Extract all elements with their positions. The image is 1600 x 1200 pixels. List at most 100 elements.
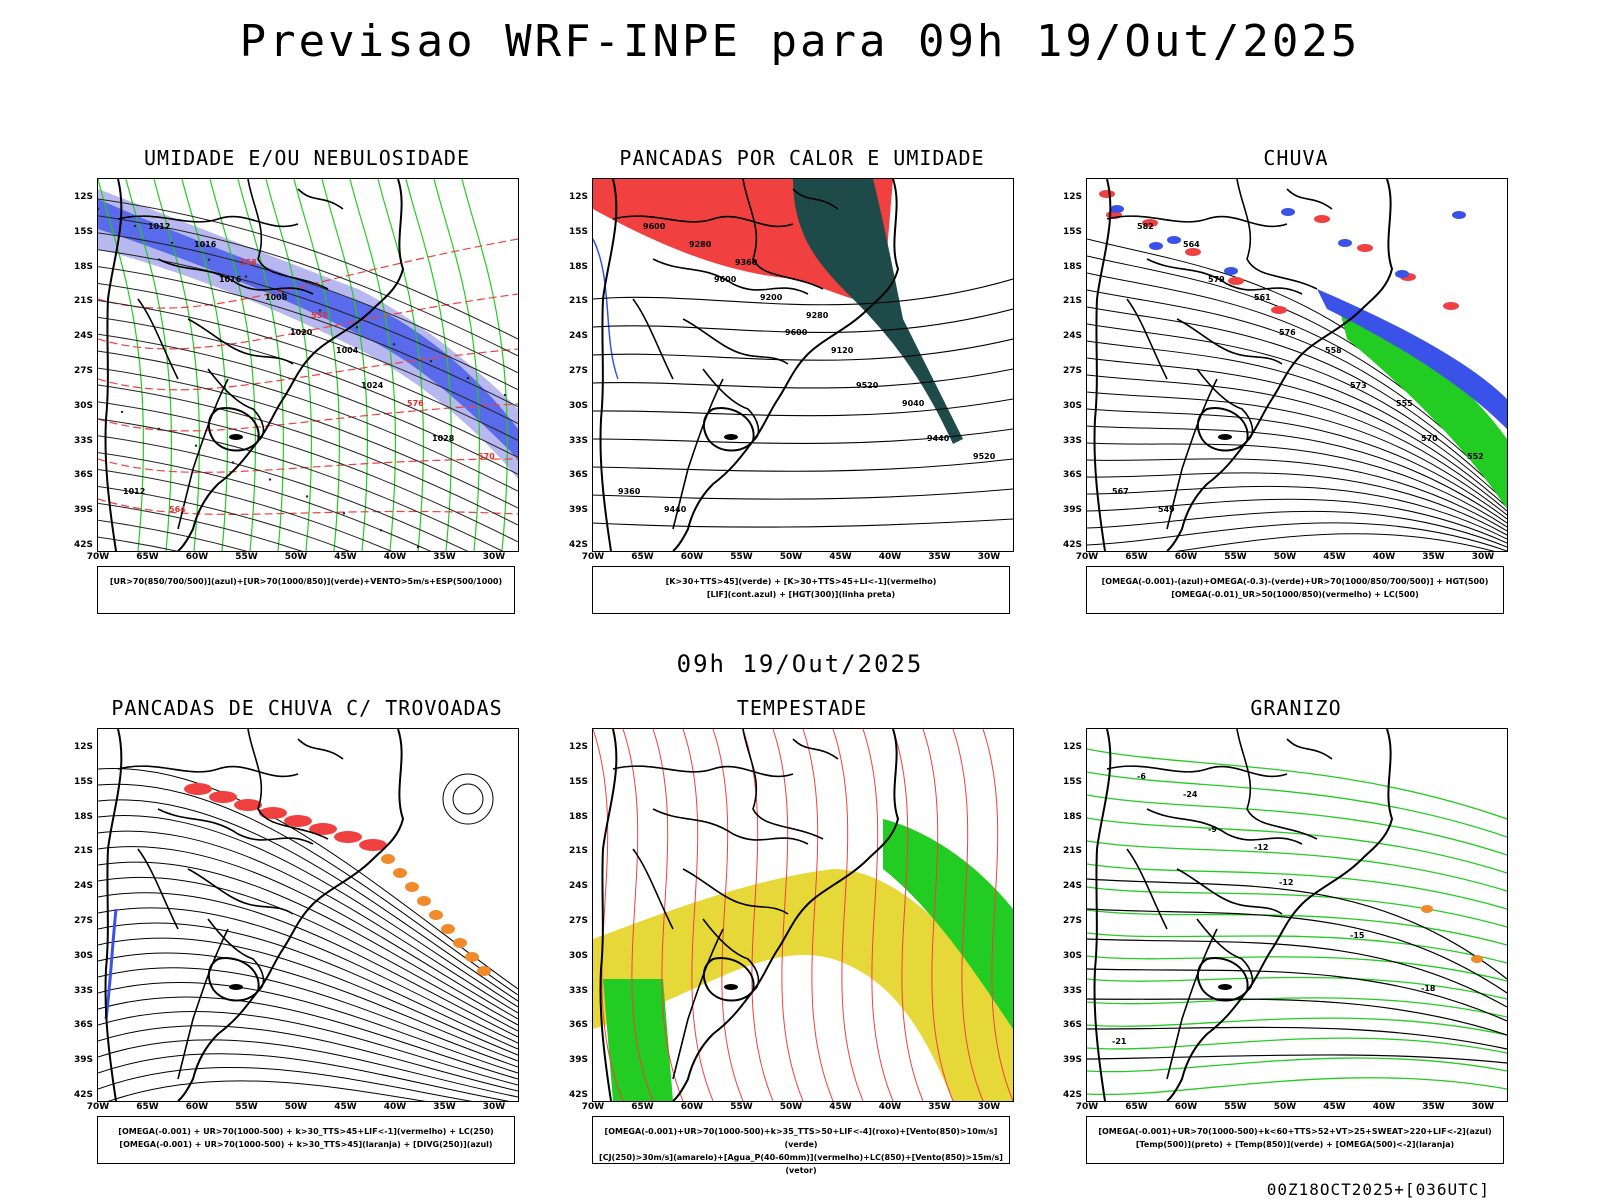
- lon-tick-label: 70W: [1075, 552, 1099, 562]
- green-contour: [153, 179, 201, 551]
- lon-tick-label: 35W: [928, 1102, 951, 1112]
- country-border: [1106, 765, 1288, 778]
- legend-line: [OMEGA(-0.001)+UR>70(1000-500)+k>35_TTS>…: [604, 1127, 998, 1149]
- temp850-contour: [1087, 886, 1507, 928]
- contour-label: 579: [1208, 275, 1225, 284]
- hgt-contour: [593, 518, 1013, 528]
- lon-tick-label: 65W: [1125, 1102, 1148, 1112]
- thunder-orange: [417, 896, 431, 906]
- map-canvas: [593, 729, 1013, 1101]
- country-border: [1236, 179, 1318, 290]
- country-border: [1146, 258, 1303, 295]
- lat-tick-label: 36S: [1062, 470, 1082, 481]
- hgt-contour: [593, 428, 1013, 444]
- lat-tick-label: 15S: [568, 226, 588, 237]
- contour-label: -21: [1112, 1037, 1127, 1046]
- lon-tick-label: 55W: [235, 552, 258, 562]
- lon-tick-label: 45W: [829, 552, 852, 562]
- country-border: [682, 318, 789, 365]
- country-border: [1176, 868, 1283, 915]
- lat-tick-label: 42S: [568, 1090, 588, 1100]
- rain-cell-red: [1099, 190, 1115, 198]
- thunder-orange: [405, 882, 419, 892]
- thunder-red: [259, 807, 287, 819]
- lat-tick-label: 30S: [73, 400, 93, 411]
- lat-tick-label: 15S: [73, 776, 93, 787]
- hgt500-contour: [1087, 374, 1507, 512]
- lat-tick-label: 27S: [1062, 366, 1082, 376]
- hgt500-contour: [1087, 485, 1507, 540]
- contour-label: -12: [1254, 843, 1268, 852]
- map-canvas: 582 579 576 573 570 567 564 561 558 555 552 549: [1087, 179, 1507, 551]
- map-base: [1093, 179, 1394, 551]
- forecast-map: 1012 1016 1020 1024 1028 1012 1016 1008 1004 576 5…: [97, 178, 519, 552]
- border-loop: [207, 957, 260, 1002]
- panel-legend: [OMEGA(-0.001)+UR>70(1000-500)+k<60+TTS>…: [1086, 1116, 1504, 1164]
- country-border: [672, 928, 724, 1080]
- lon-tick-label: 40W: [1372, 552, 1396, 562]
- lon-tick-label: 45W: [829, 1102, 852, 1112]
- map-canvas: -6 -9 -12 -15 -18 -21 -24 -12: [1087, 729, 1507, 1101]
- field-layer: [1087, 190, 1507, 551]
- temp850-contour: [1087, 794, 1507, 856]
- streamline: [98, 367, 518, 509]
- legend-line: [LIF](cont.azul) + [HGT(300)](linha pret…: [706, 590, 896, 599]
- field-layer: [593, 729, 1013, 1101]
- lat-tick-label: 24S: [73, 881, 93, 892]
- agua-p-contour: [742, 729, 774, 1101]
- lon-tick-label: 55W: [1224, 1102, 1247, 1112]
- lif-contour: [593, 238, 619, 380]
- lat-tick-label: 21S: [73, 296, 93, 307]
- map-canvas: 9600 9600 9600 9520 9440 9360 9280 9200 9120 9040…: [593, 179, 1013, 551]
- lon-tick-label: 50W: [779, 552, 803, 562]
- country-border: [652, 808, 809, 845]
- green-contour: [293, 179, 341, 551]
- flow-arrow: [120, 410, 124, 414]
- contour-label: 555: [1396, 399, 1413, 408]
- lc250-streamline: [98, 967, 518, 1068]
- streamline: [98, 536, 179, 551]
- lc250-streamline: [98, 876, 518, 1032]
- map-base: [1093, 729, 1394, 1101]
- thunder-orange: [477, 966, 491, 976]
- lat-tick-label: 36S: [568, 1020, 588, 1031]
- flow-arrow: [268, 478, 272, 481]
- temp850-contour: [1087, 976, 1507, 1000]
- lon-tick-label: 45W: [1323, 552, 1346, 562]
- lon-tick-label: 40W: [383, 1102, 407, 1112]
- rain-cell-blue: [1224, 267, 1238, 275]
- contour-label: -18: [1421, 984, 1436, 993]
- hgt500-contour: [1087, 522, 1507, 551]
- panel-title: UMIDADE E/OU NEBULOSIDADE: [143, 146, 471, 170]
- agua-p-contour: [892, 729, 924, 1101]
- hgt500-contour: [1087, 425, 1507, 524]
- green-contour: [265, 179, 313, 551]
- country-border: [1196, 368, 1254, 442]
- panel-title: GRANIZO: [1250, 696, 1342, 720]
- temp850-contour: [1087, 1077, 1507, 1096]
- contour-label: 9440: [664, 505, 687, 514]
- lc250-streamline: [98, 1010, 518, 1086]
- agua-p-contour: [982, 729, 1013, 1101]
- country-border: [702, 918, 760, 992]
- lon-tick-label: 35W: [433, 552, 456, 562]
- lat-tick-label: 18S: [73, 811, 93, 822]
- rain-cell-blue: [1281, 208, 1295, 216]
- lon-tick-label: 30W: [1471, 1102, 1495, 1112]
- contour-label: 9440: [927, 434, 950, 443]
- thunder-orange: [381, 854, 395, 864]
- lc250-streamline: [98, 830, 518, 1014]
- contour-label: 1024: [361, 381, 384, 390]
- lc250-streamline: [98, 996, 518, 1080]
- country-border: [1166, 378, 1218, 530]
- lon-tick-label: 30W: [977, 1102, 1001, 1112]
- lake-marker: [1218, 984, 1232, 990]
- contour-label: 570: [478, 452, 495, 461]
- green-contour: [181, 179, 229, 551]
- lat-tick-label: 18S: [568, 261, 588, 272]
- green-contour: [461, 179, 509, 551]
- contour-label: 9520: [973, 452, 996, 461]
- thunder-red: [184, 783, 212, 795]
- valid-time-label: 09h 19/Out/2025: [676, 650, 924, 678]
- red-dashed-contour: [98, 403, 518, 432]
